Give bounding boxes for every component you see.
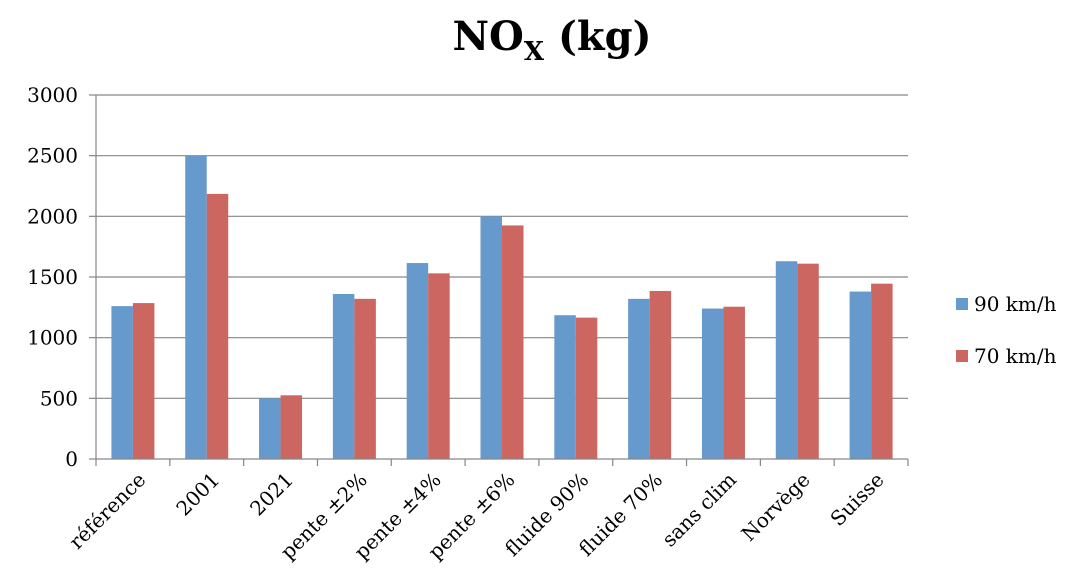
legend-swatch <box>956 298 968 310</box>
y-tick-labels: 0 500 1000 1500 2000 2500 3000 <box>27 83 78 471</box>
x-tick-label: référence <box>64 468 150 554</box>
bar-series-1 <box>406 263 429 459</box>
bar-series-1 <box>628 298 650 459</box>
bar-series-2 <box>428 273 450 459</box>
bar-series-1 <box>332 293 355 459</box>
y-tick-label: 0 <box>65 447 78 471</box>
bar-series-2 <box>649 290 672 459</box>
chart-title-main: NO <box>452 13 523 60</box>
legend-label: 70 km/h <box>974 344 1057 368</box>
bar-series-2 <box>575 317 598 459</box>
chart-title: NOX (kg) <box>452 13 651 67</box>
bars <box>111 155 893 460</box>
bar-series-2 <box>280 395 303 459</box>
x-tick-label: 2001 <box>171 468 224 521</box>
bar-series-1 <box>554 315 576 459</box>
bar-series-2 <box>871 283 893 459</box>
bar-series-2 <box>354 298 376 459</box>
y-tick-label: 500 <box>40 386 78 410</box>
legend-swatch <box>956 350 968 362</box>
x-tick-label: Norvège <box>736 468 814 546</box>
bar-series-2 <box>723 306 745 459</box>
y-tick-label: 3000 <box>27 83 78 107</box>
x-tick-label: 2021 <box>245 468 298 521</box>
bar-series-2 <box>502 225 524 459</box>
chart-title-subscript: X <box>524 37 545 67</box>
y-tick-label: 2500 <box>27 144 78 168</box>
x-tick-label: Suisse <box>825 468 888 531</box>
chart-title-suffix: (kg) <box>544 13 651 60</box>
bar-series-2 <box>797 263 819 459</box>
x-tick-label: sans clim <box>657 468 741 552</box>
bar-series-1 <box>849 291 872 459</box>
bar-series-1 <box>185 155 207 459</box>
bar-series-1 <box>259 398 281 459</box>
legend-label: 90 km/h <box>974 292 1057 316</box>
bar-series-1 <box>701 308 724 459</box>
bar-series-1 <box>775 261 798 459</box>
legend: 90 km/h 70 km/h <box>956 292 1057 368</box>
bar-series-1 <box>111 306 133 459</box>
axes <box>95 95 909 466</box>
y-tick-label: 2000 <box>27 204 78 228</box>
bar-series-2 <box>132 303 155 459</box>
y-tick-label: 1000 <box>27 326 78 350</box>
bar-series-1 <box>480 216 502 459</box>
bar-series-2 <box>206 193 229 460</box>
y-tick-label: 1500 <box>27 265 78 289</box>
